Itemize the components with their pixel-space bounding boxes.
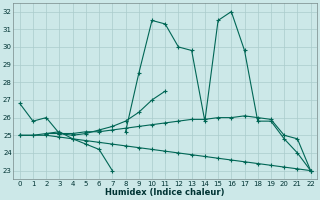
X-axis label: Humidex (Indice chaleur): Humidex (Indice chaleur) (106, 188, 225, 197)
